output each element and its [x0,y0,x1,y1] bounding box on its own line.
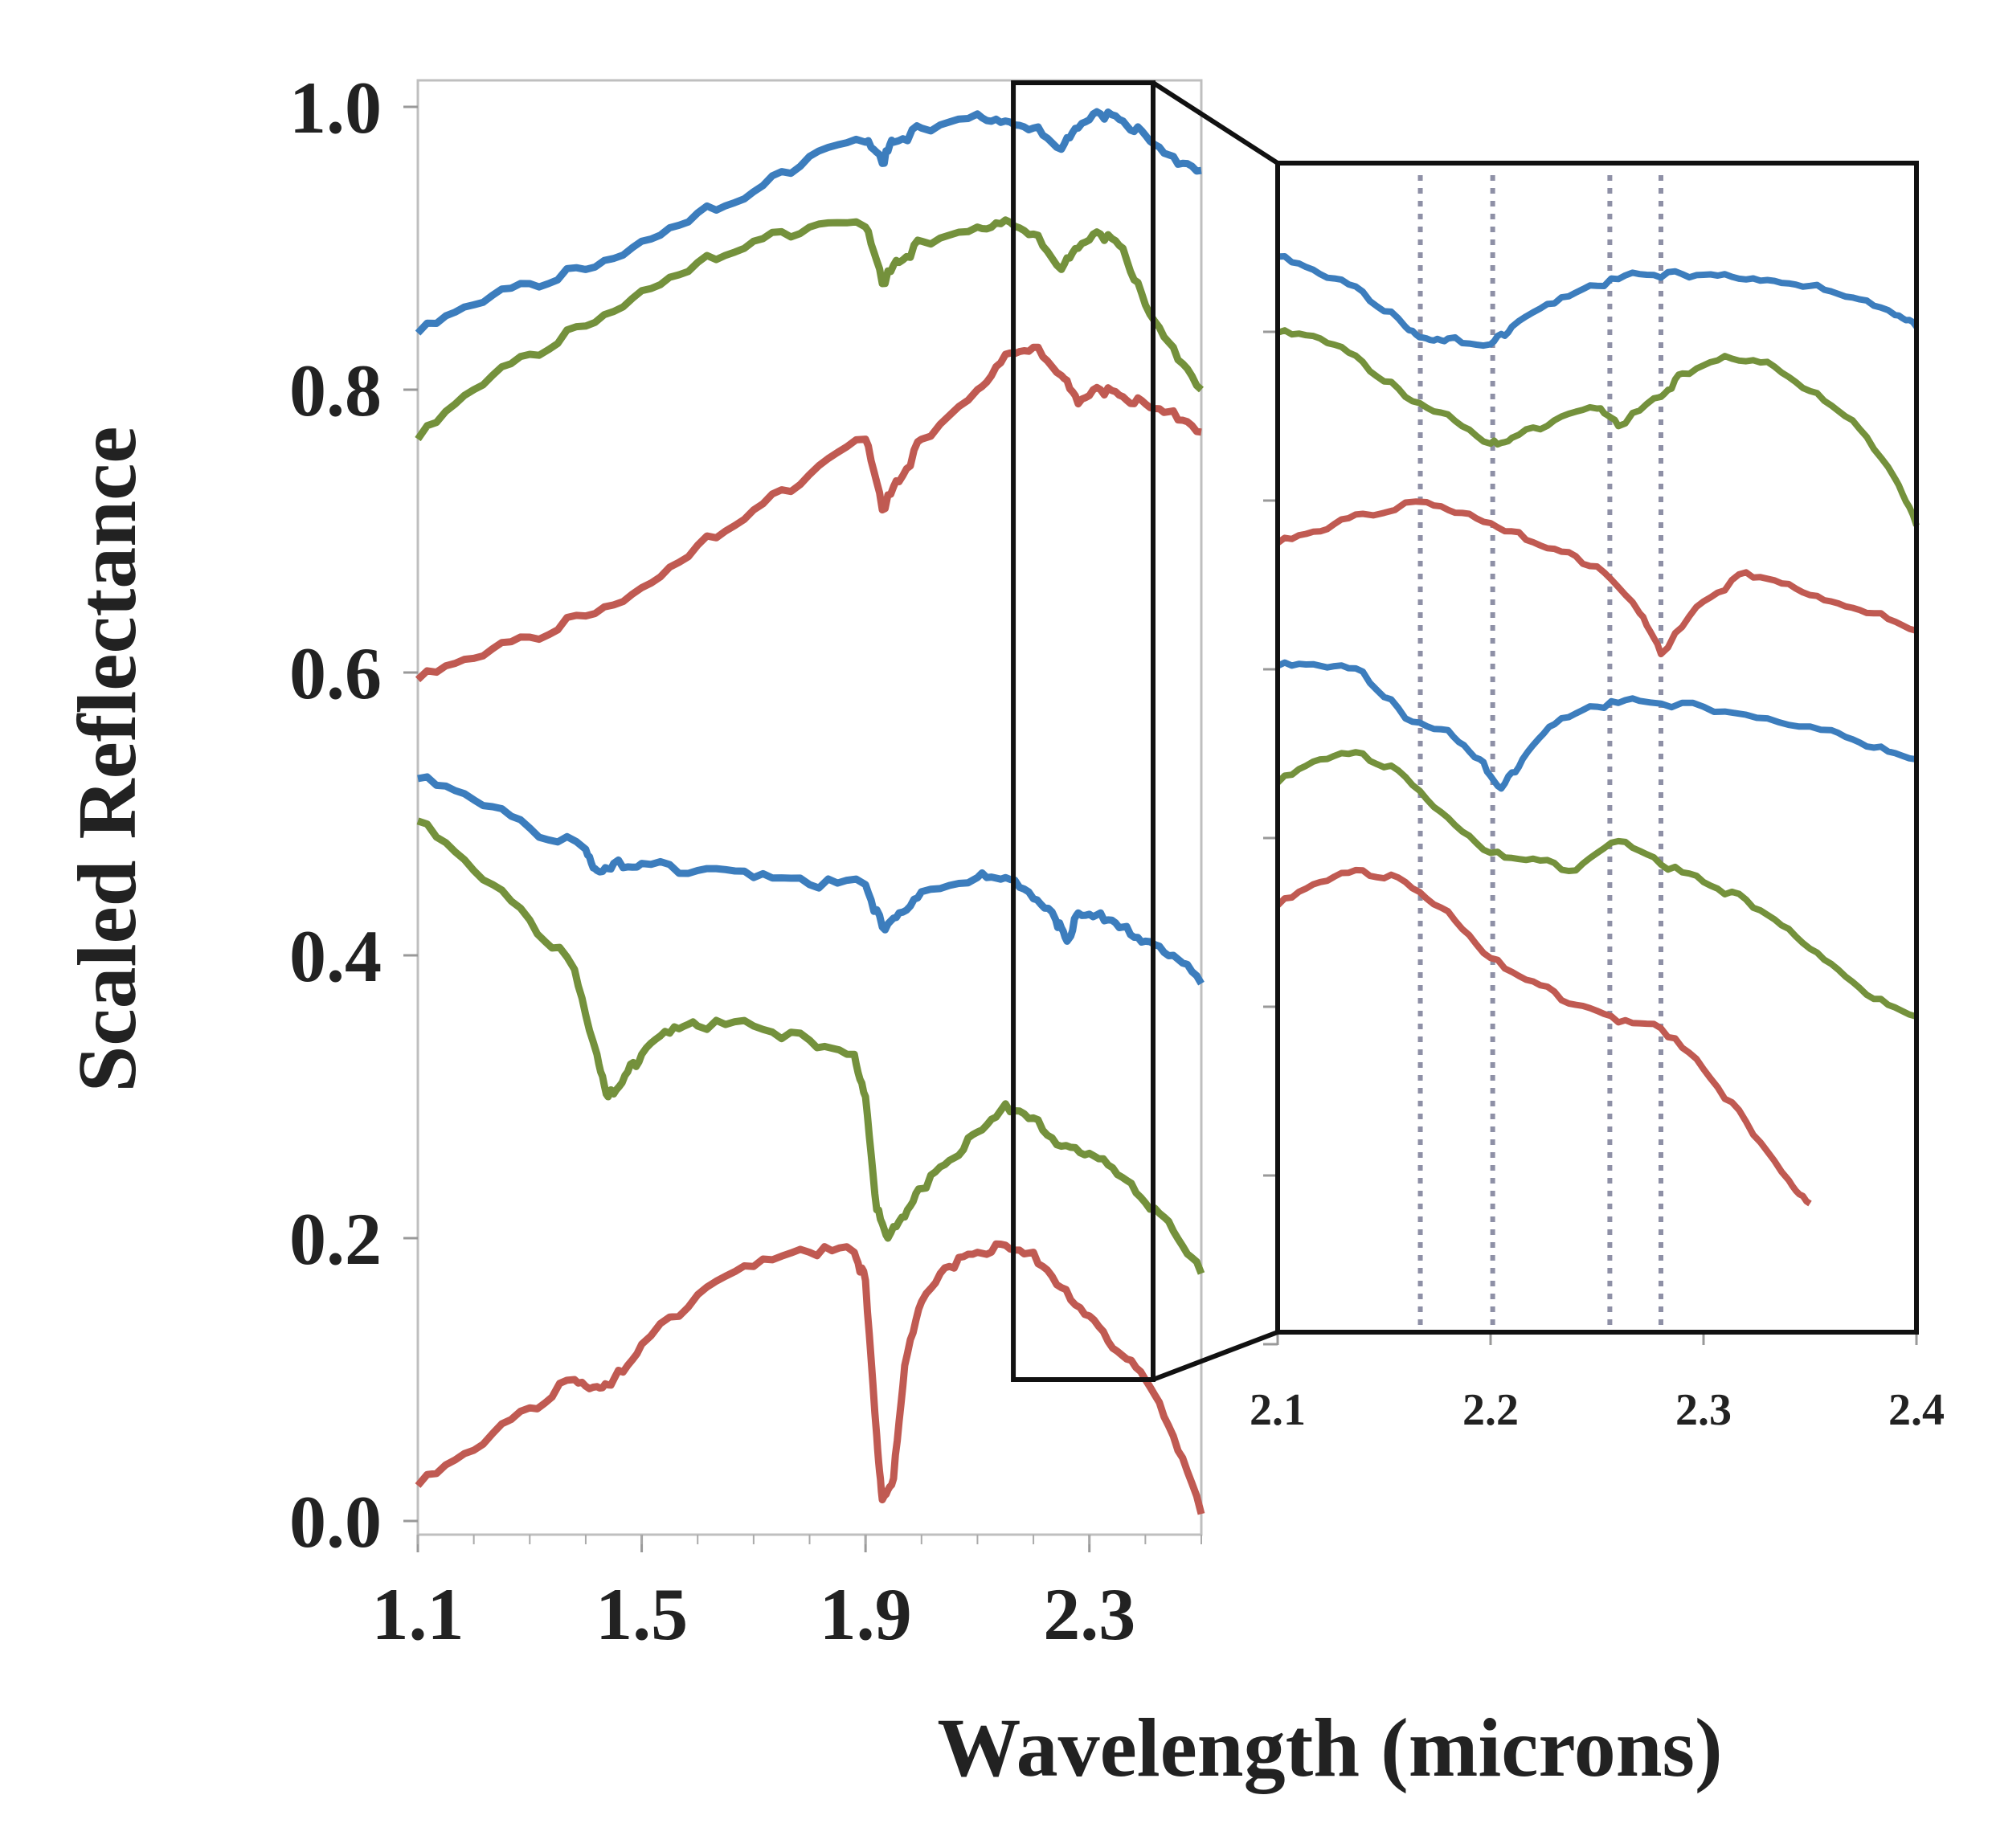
y-tick-label: 0.4 [289,915,382,997]
inset-series-line-3 [1275,498,1918,658]
y-tick-label: 0.8 [289,350,382,431]
main-series-line-1 [415,108,1202,336]
main-plot: 1.1 1.5 1.9 2.3 0.0 0.2 0.4 0.6 0.8 1.0 [289,67,1205,1655]
zoom-region-box [1011,80,1156,1382]
y-tick-label: 0.0 [289,1481,382,1563]
inset-x-tick-label: 2.2 [1462,1385,1519,1435]
inset-frame [1275,161,1919,1335]
inset-series-line-4 [1276,659,1917,792]
zoom-connector-lines [1151,80,1279,1382]
main-series-line-6 [415,1240,1205,1515]
inset-x-tick-label: 2.3 [1675,1385,1732,1435]
main-series-line-2 [415,216,1205,442]
y-tick-label: 0.6 [289,632,382,714]
inset-series-line-2 [1276,327,1920,527]
zoom-connector-bottom [1151,1330,1279,1382]
y-tick-label: 1.0 [289,67,382,149]
inset-x-tick-label: 2.4 [1888,1385,1945,1435]
main-series-line-5 [416,817,1205,1275]
y-tick-label: 0.2 [289,1198,382,1280]
inset-series-line-6 [1275,866,1812,1207]
x-tick-label: 1.1 [372,1573,464,1655]
main-series-line-4 [417,773,1205,986]
x-tick-label: 2.3 [1043,1573,1135,1655]
x-tick-label: 1.5 [595,1573,688,1655]
inset-x-tick-label: 2.1 [1250,1385,1306,1435]
x-axis-title: Wavelength (microns) [937,1702,1722,1794]
inset-series-line-5 [1275,749,1918,1020]
main-series-line-3 [415,343,1202,683]
inset-plot: 2.1 2.2 2.3 2.4 [1250,161,1945,1435]
y-axis-title: Scaled Reflectance [61,427,153,1093]
inset-series-line-1 [1277,253,1920,350]
x-tick-label: 1.9 [820,1573,912,1655]
zoom-connector-top [1151,80,1279,166]
